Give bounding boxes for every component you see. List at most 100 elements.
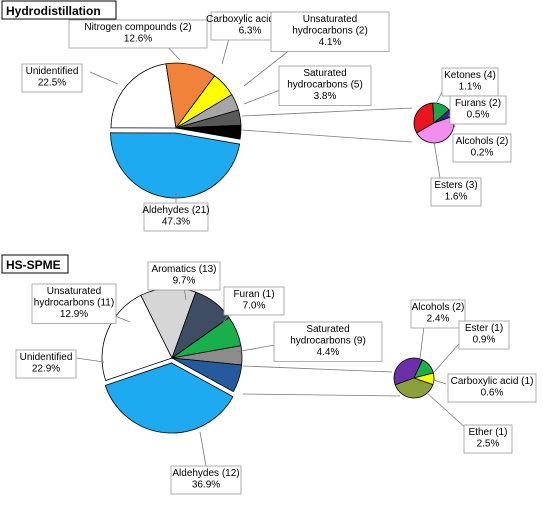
- connector-line: [242, 365, 393, 373]
- label-unidentified: Unidentified 22.5%: [21, 63, 119, 93]
- label-name: Nitrogen compounds (2): [84, 22, 191, 33]
- label-percent: 9.7%: [173, 276, 196, 287]
- panel-title-box: [1, 0, 117, 20]
- sub-label-ether: Ether (1) 2.5%: [425, 391, 513, 454]
- label-name: Unidentified: [26, 66, 79, 77]
- pie-slice-aldehydes: [110, 132, 241, 199]
- label-text: Unsaturated hydrocarbons (11) 12.9%: [34, 286, 114, 320]
- label-text: Aldehydes (21) 47.3%: [142, 205, 209, 228]
- slice-labels: Aldehydes (21) 47.3%Unidentified 22.5%Nitr…: [21, 11, 512, 232]
- label-text: Ester (1) 0.9%: [465, 323, 503, 346]
- label-name: Aromatics (13): [151, 264, 216, 275]
- label-box: [430, 177, 482, 207]
- label-box: [449, 95, 507, 125]
- label-unsaturated-hydrocarbons: Unsaturated hydrocarbons (11) 12.9%: [31, 283, 131, 324]
- label-name: hydrocarbons (5): [287, 80, 363, 91]
- label-percent: 6.3%: [239, 26, 262, 37]
- label-box: [458, 320, 510, 350]
- label-box: [223, 286, 285, 316]
- label-nitrogen-compounds: Nitrogen compounds (2) 12.6%: [68, 19, 208, 61]
- label-box: [15, 349, 77, 379]
- label-name: Carboxylic acids (9): [206, 14, 294, 25]
- label-box: [170, 465, 242, 495]
- label-name: Alcohols (2): [456, 136, 509, 147]
- label-leader: [235, 343, 281, 353]
- label-leader: [433, 379, 447, 385]
- label-text: Furans (2) 0.5%: [455, 98, 501, 121]
- sub-pie-slice-alcohols: [393, 357, 423, 386]
- label-percent: 0.2%: [471, 148, 494, 159]
- sub-label-carboxylic-acid: Carboxylic acid (1) 0.6%: [433, 373, 537, 403]
- label-leader: [243, 89, 281, 105]
- label-text: Alcohols (2) 0.2%: [456, 136, 509, 159]
- label-name: Saturated: [306, 324, 349, 335]
- pie-slice-other: [171, 357, 243, 393]
- sub-label-alcohols: Alcohols (2) 2.4%: [410, 299, 466, 359]
- label-text: Unsaturated hydrocarbons (2) 4.1%: [292, 14, 368, 48]
- leader-lines: [241, 107, 413, 143]
- label-box: [31, 283, 117, 324]
- label-text: Esters (3) 1.6%: [434, 180, 477, 203]
- label-percent: 36.9%: [192, 480, 220, 491]
- label-percent: 1.1%: [459, 82, 482, 93]
- panel-title: Hydrodistillation: [6, 4, 101, 18]
- label-text: Ketones (4) 1.1%: [444, 70, 496, 93]
- sub-label-ketones: Ketones (4) 1.1%: [435, 67, 499, 105]
- label-text: Ether (1) 2.5%: [469, 427, 508, 450]
- pie-slice-aldehydes: [104, 362, 234, 434]
- label-saturated-hydrocarbons: Saturated hydrocarbons (9) 4.4%: [235, 321, 383, 362]
- sub-pie: [413, 102, 455, 144]
- sub-label-ester: Ester (1) 0.9%: [433, 320, 510, 373]
- label-name: Carboxylic acid (1): [451, 376, 534, 387]
- label-leader: [75, 357, 105, 363]
- sub-pie-slice-ether: [394, 377, 434, 399]
- panel-title: HS-SPME: [6, 258, 61, 272]
- label-text: Carboxylic acids (9) 6.3%: [206, 14, 294, 37]
- slice-labels: Aldehydes (12) 36.9% Unidentified 22.9% Unsa…: [15, 261, 537, 495]
- label-box: [278, 65, 372, 106]
- label-text: Furan (1) 7.0%: [233, 289, 274, 312]
- label-name: Aldehydes (21): [142, 205, 209, 216]
- label-box: [270, 11, 390, 52]
- label-text: Saturated hydrocarbons (5) 3.8%: [287, 68, 363, 102]
- label-unsaturated-hydrocarbons: Unsaturated hydrocarbons (2) 4.1%: [243, 11, 390, 87]
- label-name: Ketones (4): [444, 70, 496, 81]
- label-box: [410, 299, 466, 329]
- sub-pie: [393, 357, 435, 399]
- label-percent: 2.5%: [477, 439, 500, 450]
- label-leader: [425, 391, 471, 433]
- label-text: Carboxylic acid (1) 0.6%: [451, 376, 534, 399]
- label-leader: [451, 125, 456, 131]
- label-name: Esters (3): [434, 180, 477, 191]
- label-text: Alcohols (2) 2.4%: [412, 302, 465, 325]
- label-name: Ester (1): [465, 323, 503, 334]
- label-percent: 47.3%: [162, 217, 190, 228]
- label-box: [68, 19, 208, 49]
- connector-line: [242, 393, 401, 397]
- label-leader: [89, 71, 119, 85]
- label-leader: [433, 141, 441, 179]
- label-box: [21, 63, 83, 93]
- label-aromatics: Aromatics (13) 9.7%: [147, 261, 221, 301]
- label-name: hydrocarbons (11): [34, 298, 114, 309]
- label-percent: 3.8%: [314, 91, 337, 102]
- pie-slice-unidentified: [110, 63, 177, 129]
- panel-hs-spme: HS-SPME Aldehydes (12) 36.9%Unidentified 2…: [1, 254, 537, 495]
- label-percent: 4.4%: [317, 347, 340, 358]
- label-text: Aromatics (13) 9.7%: [151, 264, 216, 287]
- connector-line: [241, 129, 413, 143]
- leader-lines: [242, 365, 401, 397]
- label-aldehydes: Aldehydes (12) 36.9%: [170, 431, 242, 495]
- label-aldehydes: Aldehydes (21) 47.3%: [142, 193, 210, 232]
- label-percent: 0.6%: [481, 388, 504, 399]
- label-percent: 2.4%: [427, 314, 450, 325]
- label-percent: 0.9%: [473, 335, 496, 346]
- panel-title-box: [1, 254, 69, 274]
- label-box: [441, 67, 499, 97]
- main-pie: [110, 62, 242, 199]
- label-name: Unsaturated: [47, 286, 101, 297]
- label-percent: 12.6%: [124, 34, 152, 45]
- label-name: Furans (2): [455, 98, 501, 109]
- pie-slice-unidentified: [101, 294, 173, 381]
